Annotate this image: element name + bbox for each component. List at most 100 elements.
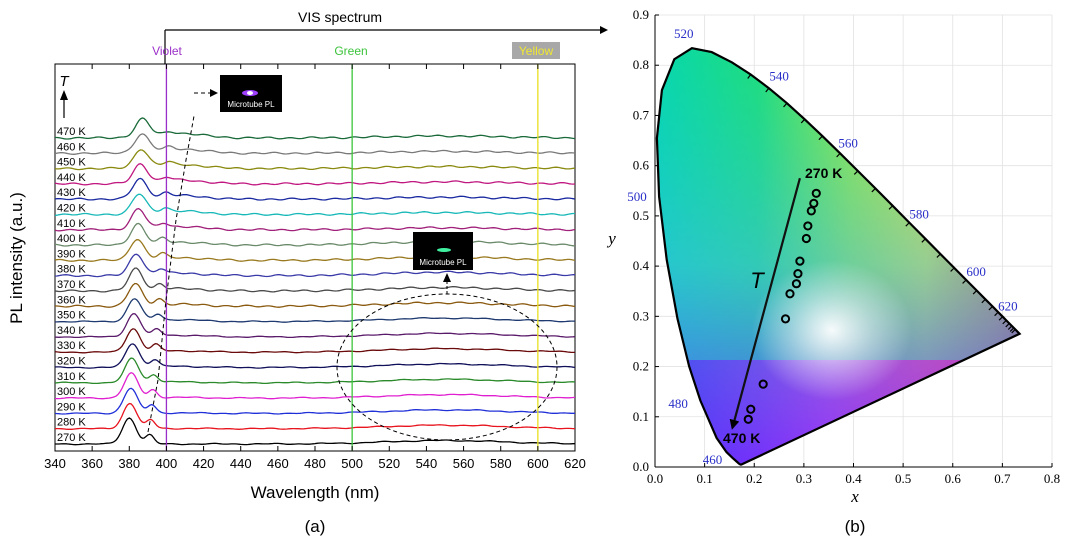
cie-point: [795, 256, 805, 266]
inset-violet-label: Microtube PL: [227, 100, 275, 109]
x-tick-label: 340: [44, 456, 66, 471]
start-label-270k: 270 K: [805, 165, 842, 181]
x-tick-label-b: 0.2: [746, 471, 762, 486]
cie-point: [806, 206, 816, 216]
temperature-label: 460 K: [57, 141, 86, 153]
x-tick-label-b: 0.4: [845, 471, 862, 486]
x-tick-label: 620: [564, 456, 586, 471]
temperature-label: 370 K: [57, 279, 86, 291]
x-tick-label: 380: [118, 456, 140, 471]
caption-a: (a): [305, 517, 326, 536]
cie-point: [758, 379, 768, 389]
x-tick-label: 560: [453, 456, 475, 471]
pl-curve-390k: [55, 239, 575, 262]
pl-curve-440k: [55, 163, 575, 186]
x-tick-label: 480: [304, 456, 326, 471]
x-tick-label-b: 0.6: [945, 471, 962, 486]
temperature-label: 320 K: [57, 356, 86, 368]
pl-curve-340k: [55, 313, 575, 339]
pl-curve-350k: [55, 298, 575, 323]
pl-curves: [55, 117, 575, 446]
t-label-b: T: [750, 268, 765, 293]
x-tick-label: 520: [378, 456, 400, 471]
y-tick-label-b: 0.6: [633, 158, 650, 173]
x-tick-label: 600: [527, 456, 549, 471]
locus-tick: [950, 267, 955, 272]
x-tick-label-b: 0.7: [994, 471, 1011, 486]
locus-tick: [1009, 327, 1015, 332]
pl-curve-460k: [55, 133, 575, 155]
locus-tick: [988, 306, 993, 311]
end-label-470k: 470 K: [723, 430, 760, 446]
pl-curve-470k: [55, 117, 575, 140]
locus-tick: [1007, 325, 1013, 330]
axes-b: 0.0 0.1 0.2 0.3 0.4 0.5 0.6 0.7 0.8 0.0 0.1 0.2 0.3 0…: [633, 7, 1060, 486]
x-tick-label: 540: [416, 456, 438, 471]
x-axis-label-a: Wavelength (nm): [251, 483, 380, 502]
locus-tick: [962, 279, 967, 284]
vis-spectrum-arrowhead: [600, 26, 608, 34]
cie-point: [793, 269, 803, 279]
temperature-arrow-b: [729, 177, 801, 430]
temperature-label: 450 K: [57, 157, 86, 169]
cie-point: [801, 233, 811, 244]
color-band-lines: [165, 64, 539, 451]
x-tick-label-b: 0.1: [697, 471, 713, 486]
inset2-pointer-head: [443, 273, 451, 282]
pl-curve-420k: [55, 193, 575, 217]
t-label-a: T: [59, 73, 70, 90]
temperature-label: 470 K: [57, 126, 86, 138]
pl-curve-310k: [55, 357, 575, 385]
wavelength-label-500: 500: [627, 189, 647, 204]
pl-curve-450k: [55, 149, 575, 171]
pl-curve-400k: [55, 222, 575, 247]
locus-tick: [853, 170, 859, 175]
y-tick-label-b: 0.2: [633, 359, 649, 374]
locus-tick: [871, 187, 876, 193]
temperature-label: 380 K: [57, 264, 86, 276]
temperature-label: 440 K: [57, 172, 86, 184]
pl-curve-290k: [55, 387, 575, 415]
temperature-label: 430 K: [57, 187, 86, 199]
peak-shift-trace: [147, 115, 195, 433]
locus-tick: [836, 152, 841, 158]
pl-curve-360k: [55, 282, 575, 308]
x-tick-label: 400: [156, 456, 178, 471]
vis-spectrum-label: VIS spectrum: [298, 9, 382, 25]
cie-points: [743, 188, 821, 424]
locus-tick: [888, 205, 894, 210]
pl-curve-300k: [55, 371, 575, 400]
locus-tick: [800, 118, 806, 124]
x-tick-label: 500: [341, 456, 363, 471]
temperature-label: 410 K: [57, 218, 86, 230]
inset1-pointer-head: [210, 89, 218, 97]
x-tick-label-b: 0.8: [1044, 471, 1060, 486]
panel-a: 340 360 380 400 420 440 460 480 500 520 540 560 580 6…: [7, 9, 608, 536]
wavelength-label-580: 580: [909, 206, 929, 221]
temperature-label: 270 K: [57, 432, 86, 444]
y-tick-label-b: 0.3: [633, 308, 649, 323]
locus-tick: [981, 298, 986, 304]
yellow-label-bg: [512, 42, 560, 59]
x-tick-label: 580: [490, 456, 512, 471]
temperature-label: 280 K: [57, 417, 86, 429]
temperature-label: 300 K: [57, 386, 86, 398]
locus-ticks: [747, 74, 1016, 334]
cie-point: [743, 414, 753, 424]
locus-tick: [1005, 322, 1010, 328]
x-tick-label: 460: [267, 456, 289, 471]
caption-b: (b): [845, 517, 866, 536]
locus-tick: [783, 102, 788, 108]
temperature-label: 390 K: [57, 248, 86, 260]
cie-point: [809, 198, 819, 208]
inset-violet: Microtube PL: [220, 75, 282, 112]
panel-b: 460 480 500 520 540 560 580 600 620 0.0 0.1 0.2 0.3…: [606, 7, 1060, 536]
locus-tick: [905, 222, 910, 227]
temperature-labels: 270 K 280 K 290 K 300 K 310 K 320 K 330 K 340 K…: [57, 126, 86, 444]
locus-tick: [818, 135, 823, 141]
y-tick-label-b: 0.8: [633, 57, 649, 72]
cie-point: [746, 404, 756, 414]
inset-green-label: Microtube PL: [419, 258, 467, 267]
x-tick-label-b: 0.3: [796, 471, 812, 486]
pl-curve-330k: [55, 328, 575, 354]
